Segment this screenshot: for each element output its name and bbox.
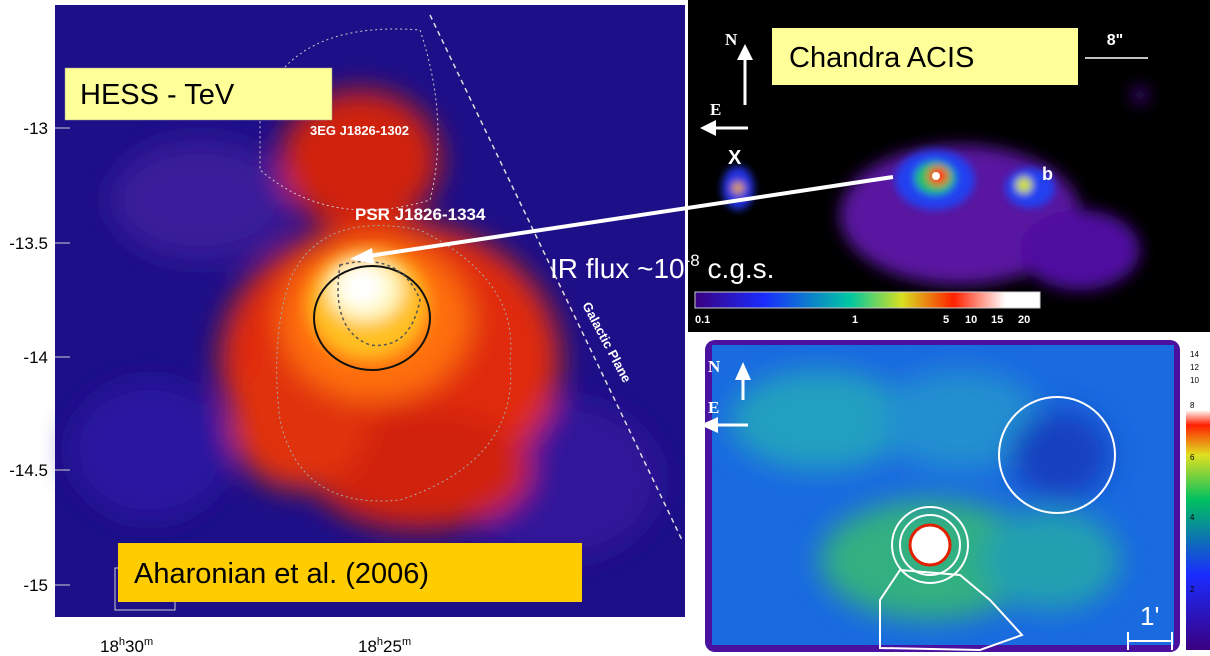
colorbar-label: 20 xyxy=(1018,314,1030,326)
east: E xyxy=(710,100,721,119)
panel-label: Chandra ACIS xyxy=(789,42,974,74)
dec-label: -13.5 xyxy=(9,234,48,253)
scale: 1' xyxy=(1140,601,1159,631)
source-label: 3EG J1826-1302 xyxy=(310,123,409,138)
colorbar-label: 12 xyxy=(1190,363,1199,372)
dec-label: -14 xyxy=(23,348,48,367)
source-x: X xyxy=(728,147,742,169)
colorbar-label: 2 xyxy=(1190,585,1195,594)
colorbar-label: 10 xyxy=(965,314,977,326)
east: E xyxy=(708,398,719,417)
hess-panel: 3EG J1826-1302 PSR J1826-1334 Galactic P… xyxy=(0,0,688,656)
colorbar-label: 8 xyxy=(1190,401,1195,410)
colorbar-label: 6 xyxy=(1190,453,1195,462)
dec-label: -15 xyxy=(23,576,48,595)
ir-panel: 14 12 10 8 6 4 2 N E 1' xyxy=(688,334,1210,656)
colorbar-label: 15 xyxy=(991,314,1003,326)
north: N xyxy=(725,30,738,49)
source-b: b xyxy=(1042,164,1053,184)
colorbar-label: 14 xyxy=(1190,350,1199,359)
pulsar-label: PSR J1826-1334 xyxy=(355,205,486,224)
colorbar-label: 1 xyxy=(852,314,858,326)
panel-label: HESS - TeV xyxy=(80,79,235,111)
colorbar-label: 0.1 xyxy=(695,314,710,326)
citation: Aharonian et al. (2006) xyxy=(134,558,429,590)
dec-label: -14.5 xyxy=(9,461,48,480)
colorbar-label: 10 xyxy=(1190,376,1199,385)
scale: 8" xyxy=(1107,32,1123,49)
colorbar-label: 4 xyxy=(1190,513,1195,522)
annotation: IR flux ~10-8 c.g.s. xyxy=(550,251,774,284)
colorbar-label: 5 xyxy=(943,314,949,326)
north: N xyxy=(708,357,721,376)
dec-label: -13 xyxy=(23,119,48,138)
figure: 3EG J1826-1302 PSR J1826-1334 Galactic P… xyxy=(0,0,1210,656)
